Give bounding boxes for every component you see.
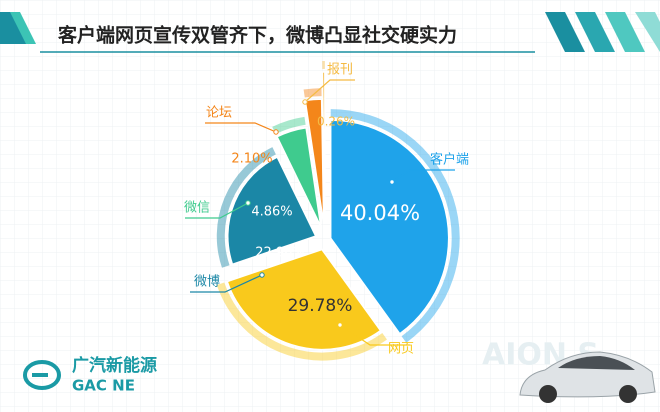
leader-line (205, 122, 277, 133)
chart-title: 客户端网页宣传双管齐下，微博凸显社交硬实力 (58, 24, 457, 47)
value-label: 0.26% (317, 115, 355, 129)
category-label: 微信 (184, 201, 210, 216)
category-label: 微博 (194, 275, 220, 290)
leader-dot (389, 179, 395, 185)
leader-line (304, 79, 355, 103)
category-label: 论坛 (206, 106, 232, 121)
slice-rim (216, 147, 276, 268)
leader-line (190, 274, 263, 293)
pie-slice (321, 71, 326, 223)
pie: 40.04% 客户端 29.78% 网页 22.96% 微博 4.86% 微信 2.10% 论坛 0… (184, 61, 469, 361)
pie-slice (227, 156, 317, 266)
leader-line (391, 169, 455, 183)
leader-dot (245, 200, 251, 206)
brand-sub: GAC NE (72, 377, 135, 395)
slice-rim (303, 88, 322, 98)
leader-dot (273, 129, 279, 135)
brand-logo: 广汽新能源 GAC NE (23, 355, 157, 395)
slice-rim (330, 109, 460, 343)
slice-rim (216, 282, 387, 361)
header-decor (0, 12, 660, 53)
car-illustration (519, 351, 656, 403)
category-label: 客户端 (430, 152, 469, 168)
leader-dot (337, 322, 343, 328)
leader-line (185, 202, 249, 219)
category-label: 报刊 (327, 63, 353, 78)
value-label: 40.04% (340, 201, 420, 225)
brand-name: 广汽新能源 (72, 355, 157, 376)
category-label: 网页 (388, 342, 414, 357)
value-label: 4.86% (251, 205, 292, 220)
value-label: 22.96% (255, 246, 305, 261)
leader-dot (302, 99, 308, 105)
pie-slice (329, 119, 450, 335)
value-label: 29.78% (288, 296, 353, 316)
pie-slice (276, 126, 322, 227)
value-label: 2.10% (231, 152, 272, 167)
leader-dot (259, 272, 265, 278)
leader-line (339, 324, 410, 346)
